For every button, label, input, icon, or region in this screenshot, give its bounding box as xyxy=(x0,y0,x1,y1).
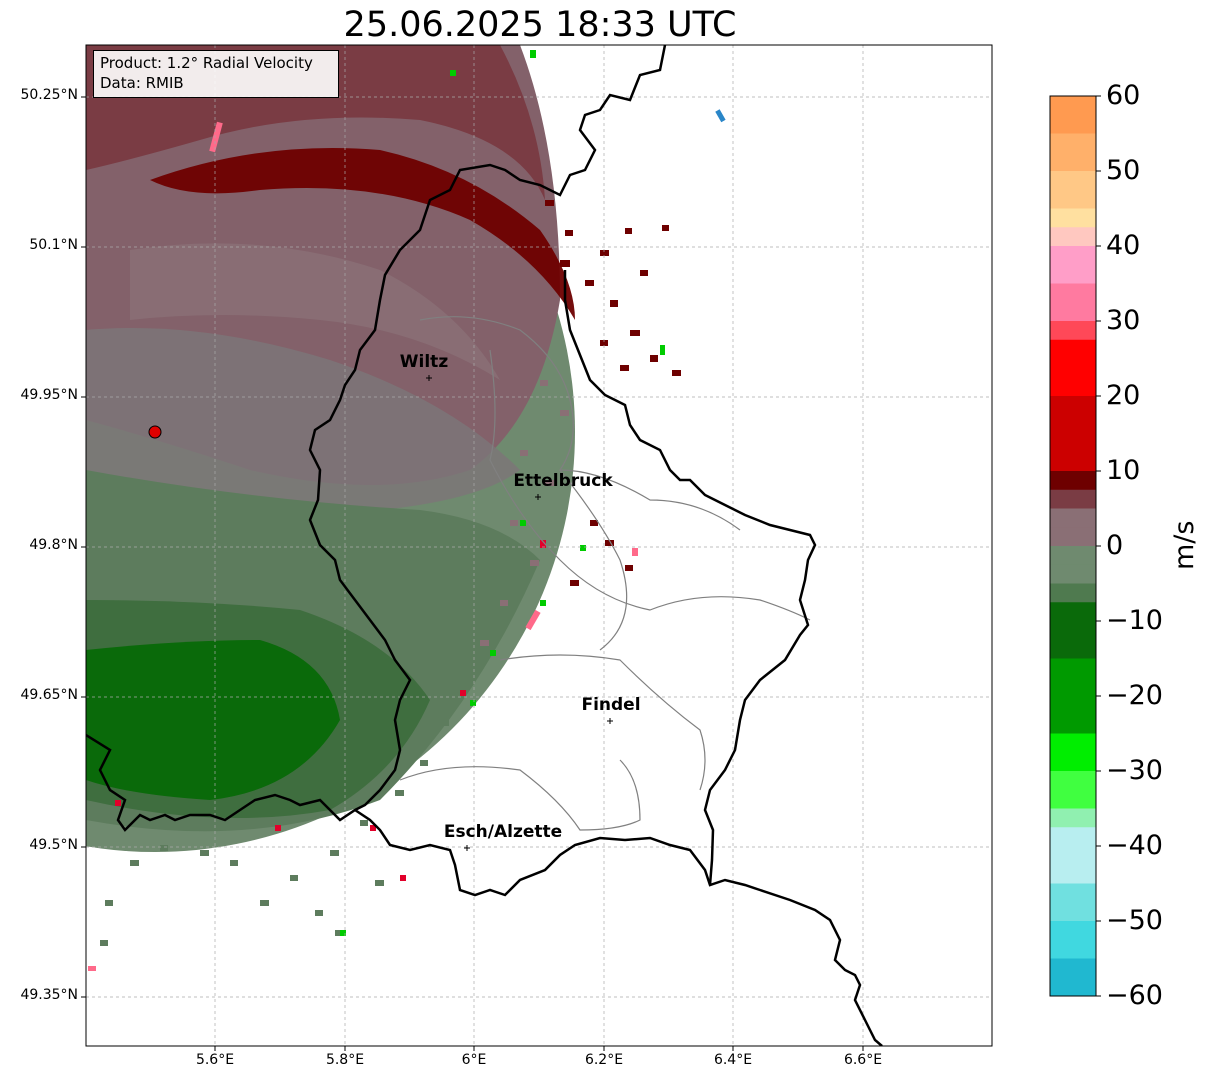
colorbar-tick: −20 xyxy=(1106,680,1163,711)
city-markers xyxy=(426,375,613,851)
lon-label: 5.6°E xyxy=(195,1052,235,1068)
product-line: Product: 1.2° Radial Velocity xyxy=(100,54,313,72)
lat-label: 49.65°N xyxy=(20,687,78,703)
colorbar-tick: 30 xyxy=(1106,305,1141,336)
city-label-esch: Esch/Alzette xyxy=(443,822,563,842)
lat-label: 49.95°N xyxy=(20,387,78,403)
lon-label: 6.2°E xyxy=(584,1052,624,1068)
colorbar-tick: −30 xyxy=(1106,755,1163,786)
lon-label: 6.6°E xyxy=(843,1052,883,1068)
lat-label: 50.1°N xyxy=(29,237,78,253)
product-info-box: Product: 1.2° Radial Velocity Data: RMIB xyxy=(93,50,339,98)
axis-ticks xyxy=(81,96,864,1051)
country-border xyxy=(86,45,883,1046)
colorbar-tick: 20 xyxy=(1106,380,1141,411)
colorbar-tick: −50 xyxy=(1106,905,1163,936)
colorbar-tick: 50 xyxy=(1106,155,1141,186)
city-label-findel: Findel xyxy=(581,695,641,715)
colorbar-tick: 40 xyxy=(1106,230,1141,261)
blue-speck xyxy=(715,109,726,123)
colorbar-unit: m/s xyxy=(1169,520,1200,570)
city-label-wiltz: Wiltz xyxy=(399,352,449,372)
data-source-line: Data: RMIB xyxy=(100,74,184,92)
canton-borders xyxy=(399,316,811,831)
city-label-ettelbruck: Ettelbruck xyxy=(513,471,613,491)
map-title: 25.06.2025 18:33 UTC xyxy=(343,5,737,45)
lat-label: 49.5°N xyxy=(29,837,78,853)
map-frame xyxy=(85,44,993,1047)
colorbar-tick: 0 xyxy=(1106,530,1124,561)
lon-label: 6.4°E xyxy=(713,1052,753,1068)
colorbar-tick: 60 xyxy=(1106,80,1141,111)
lon-label: 5.8°E xyxy=(325,1052,365,1068)
lat-label: 49.8°N xyxy=(29,537,78,553)
graticule xyxy=(86,45,992,1046)
lon-label: 6°E xyxy=(461,1052,487,1068)
colorbar-tick: −10 xyxy=(1106,605,1163,636)
colorbar-tick: 10 xyxy=(1106,455,1141,486)
lat-label: 49.35°N xyxy=(20,987,78,1003)
colorbar-tick: −40 xyxy=(1106,830,1163,861)
colorbar-tick: −60 xyxy=(1106,980,1163,1011)
lat-label: 50.25°N xyxy=(20,87,78,103)
radar-site-marker xyxy=(148,425,162,439)
